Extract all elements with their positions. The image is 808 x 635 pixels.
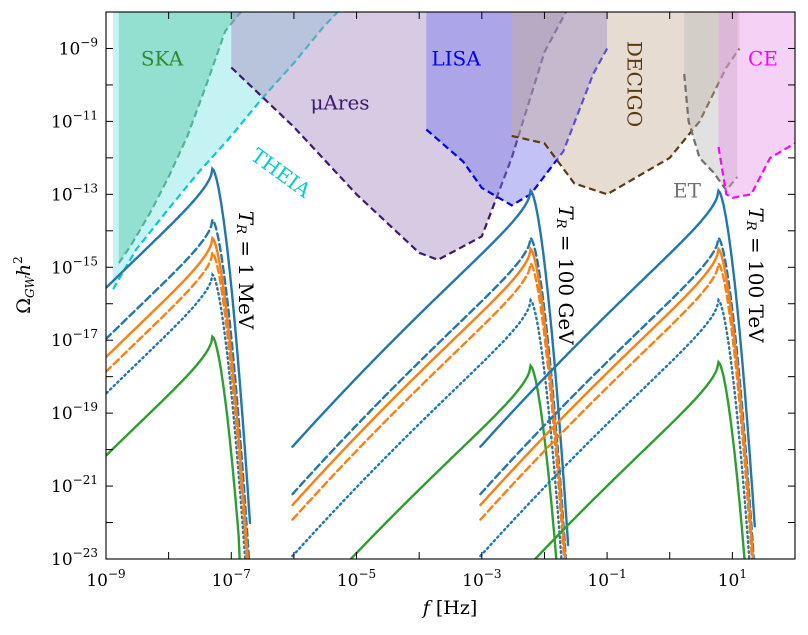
label-ce: CE (748, 47, 778, 71)
spectrum-100GeV-3 (291, 246, 567, 559)
x-axis-title: f [Hz] (421, 597, 478, 619)
x-tick-label: 101 (718, 567, 747, 591)
axis-ticks: 10−9 10−7 10−5 10−3 10−1 101 10−9 10−11 10−13 10−… (51, 11, 796, 591)
band-ares (231, 12, 566, 260)
x-tick-label: 10−9 (86, 567, 125, 591)
spectrum-100TeV-4 (479, 260, 754, 559)
y-tick-label: 10−21 (51, 473, 98, 497)
spectrum-100GeV-1 (291, 235, 568, 559)
spectrum-100TeV-5 (533, 359, 746, 559)
spectrum-100TeV-2 (479, 297, 751, 559)
y-tick-label: 10−23 (51, 546, 98, 570)
detector-sensitivity-regions (112, 12, 795, 290)
curve-decigo (511, 47, 741, 196)
y-axis-title: ΩGWh2 (11, 256, 37, 314)
spectrum-1MeV-4 (106, 250, 248, 559)
y-tick-label: 10−11 (51, 108, 98, 132)
spectrum-100GeV-4 (291, 260, 566, 559)
label-ares: μAres (310, 91, 369, 115)
label-lisa: LISA (431, 47, 481, 71)
label-decigo: DECIGO (623, 41, 647, 127)
label-ska: SKA (141, 47, 184, 71)
x-tick-label: 10−5 (337, 567, 376, 591)
spectrum-1MeV-1 (106, 217, 251, 559)
spectrum-1MeV-2 (106, 271, 247, 559)
spectrum-1MeV-0 (106, 166, 252, 525)
band-decigo (511, 12, 740, 195)
spectrum-100TeV-1 (479, 235, 755, 559)
x-tick-label: 10−3 (462, 567, 501, 591)
y-tick-label: 10−17 (51, 327, 98, 351)
y-tick-label: 10−19 (51, 400, 98, 424)
annotation-tr-2: TR = 100 TeV (744, 207, 769, 343)
label-et: ET (673, 179, 702, 203)
spectrum-100GeV-2 (291, 297, 563, 559)
band-ska (118, 12, 251, 264)
band-theia (113, 12, 338, 290)
band-ce (718, 12, 795, 198)
x-tick-label: 10−7 (212, 567, 251, 591)
curve-ska (117, 12, 243, 264)
curve-theia (112, 12, 339, 290)
spectrum-100TeV-0 (479, 187, 756, 528)
spectrum-1MeV-5 (106, 333, 241, 559)
spectrum-1MeV-3 (106, 235, 249, 559)
band-et (684, 12, 738, 191)
annotation-tr-0: TR = 1 MeV (234, 211, 259, 330)
y-tick-label: 10−13 (51, 181, 98, 205)
y-tick-label: 10−9 (59, 35, 98, 59)
label-theia: THEIA (246, 143, 315, 203)
spectrum-100GeV-5 (349, 362, 558, 559)
spectrum-100GeV-0 (291, 187, 570, 547)
gw-spectra (106, 166, 756, 559)
curve-lisa (425, 47, 609, 207)
curve-et (683, 73, 739, 192)
y-tick-label: 10−15 (51, 254, 98, 278)
annotation-tr-1: TR = 100 GeV (554, 205, 579, 345)
band-lisa (426, 12, 608, 206)
x-tick-label: 10−1 (587, 567, 626, 591)
spectrum-100TeV-3 (479, 246, 755, 559)
plot-frame (105, 11, 796, 560)
